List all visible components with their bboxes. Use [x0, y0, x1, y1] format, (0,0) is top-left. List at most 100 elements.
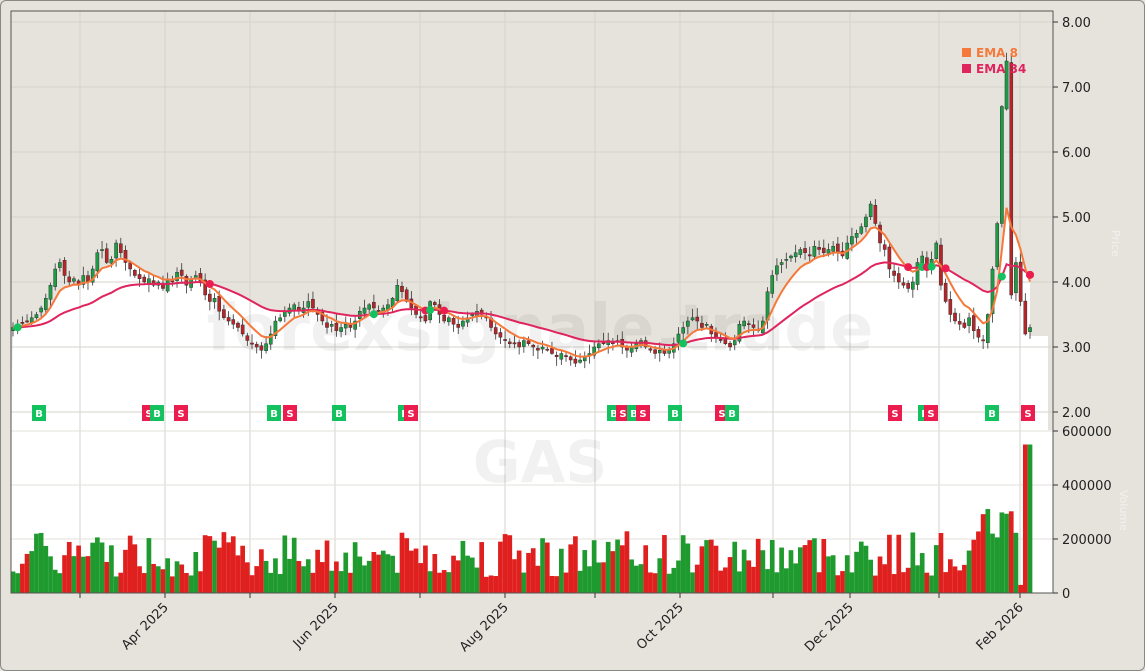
candle — [222, 309, 226, 318]
candle — [306, 301, 311, 308]
volume-bar — [568, 544, 574, 593]
candle — [264, 343, 268, 351]
volume-bar — [418, 563, 424, 593]
volume-bar — [671, 567, 677, 593]
candle — [662, 350, 667, 354]
candle — [245, 335, 250, 341]
candle — [934, 242, 939, 259]
candle — [376, 310, 381, 312]
volume-bar — [170, 576, 175, 593]
candle — [657, 350, 662, 354]
volume-bar — [315, 549, 320, 593]
volume-bar — [947, 559, 953, 593]
volume-bar — [905, 567, 911, 593]
candle — [821, 247, 826, 253]
sell-signal-marker: S — [636, 405, 650, 421]
candle — [850, 236, 854, 245]
volume-bar — [582, 550, 588, 593]
volume-bar — [769, 540, 775, 593]
volume-bar — [976, 531, 981, 593]
candle — [456, 323, 461, 328]
volume-bar — [118, 572, 124, 593]
volume-bar — [34, 533, 39, 593]
volume-bar — [184, 572, 189, 593]
candle — [142, 276, 147, 283]
svg-text:S: S — [639, 409, 646, 420]
volume-bar — [413, 548, 419, 593]
legend-swatch-ema8 — [962, 48, 971, 57]
volume-bar — [507, 535, 513, 593]
volume-bar — [929, 575, 934, 593]
candle — [184, 276, 189, 286]
volume-bar — [737, 571, 742, 593]
volume-bar — [788, 550, 794, 593]
candle — [976, 329, 981, 338]
volume-bar — [24, 553, 30, 593]
volume-bar — [352, 542, 358, 593]
candle — [962, 322, 967, 328]
volume-bar — [840, 571, 845, 593]
x-tick-label: Dec 2025 — [802, 600, 857, 655]
candle — [568, 356, 573, 361]
candle — [522, 340, 526, 347]
volume-bar — [1004, 513, 1009, 593]
candle — [836, 243, 840, 253]
volume-bar — [1027, 444, 1033, 593]
candle — [133, 270, 137, 276]
candle — [226, 317, 231, 322]
volume-bar — [835, 575, 841, 593]
volume-bar — [423, 545, 428, 593]
volume-bar — [207, 536, 213, 593]
svg-text:S: S — [407, 409, 414, 420]
buy-signal-marker: B — [668, 405, 682, 421]
volume-bar — [437, 572, 442, 593]
volume-bar — [479, 542, 485, 593]
volume-bar — [816, 572, 822, 593]
candle — [812, 246, 817, 257]
volume-bar — [155, 566, 161, 593]
candle — [179, 269, 184, 276]
candle — [137, 274, 142, 279]
volume-bar — [455, 560, 461, 593]
volume-bar — [821, 539, 827, 593]
candle — [648, 348, 653, 351]
candle — [718, 339, 723, 341]
candle — [292, 304, 296, 311]
candle — [278, 317, 282, 322]
volume-bar — [924, 572, 930, 593]
price-tick: 3.00 — [1062, 341, 1091, 356]
candle — [493, 327, 498, 335]
legend-swatch-ema34 — [962, 64, 971, 73]
volume-bar — [1013, 532, 1019, 593]
volume-bar — [137, 566, 142, 593]
volume-axis-label: Volume — [1117, 490, 1130, 531]
volume-bar — [872, 575, 878, 593]
volume-tick: 600000 — [1062, 425, 1112, 440]
candle — [620, 338, 625, 348]
volume-bar — [868, 559, 873, 593]
candle — [1004, 60, 1009, 110]
candle — [250, 342, 254, 345]
volume-bar — [516, 550, 522, 593]
volume-bar — [521, 572, 527, 593]
volume-bar — [713, 545, 719, 593]
sell-signal-marker: S — [888, 405, 902, 421]
volume-bar — [882, 564, 888, 593]
candle — [728, 342, 732, 348]
price-tick: 6.00 — [1062, 146, 1091, 161]
volume-bar — [52, 569, 58, 593]
volume-bar — [80, 556, 86, 593]
candle — [887, 246, 892, 270]
volume-bar — [319, 562, 325, 593]
candle — [423, 315, 428, 322]
volume-bar — [755, 538, 761, 593]
candle — [212, 298, 217, 303]
candle — [39, 307, 43, 313]
volume-bar — [394, 572, 400, 593]
candle — [334, 322, 339, 331]
volume-bar — [15, 573, 21, 593]
volume-bar — [71, 556, 77, 593]
candle — [653, 349, 657, 354]
svg-text:B: B — [335, 409, 343, 420]
volume-bar — [296, 560, 302, 593]
